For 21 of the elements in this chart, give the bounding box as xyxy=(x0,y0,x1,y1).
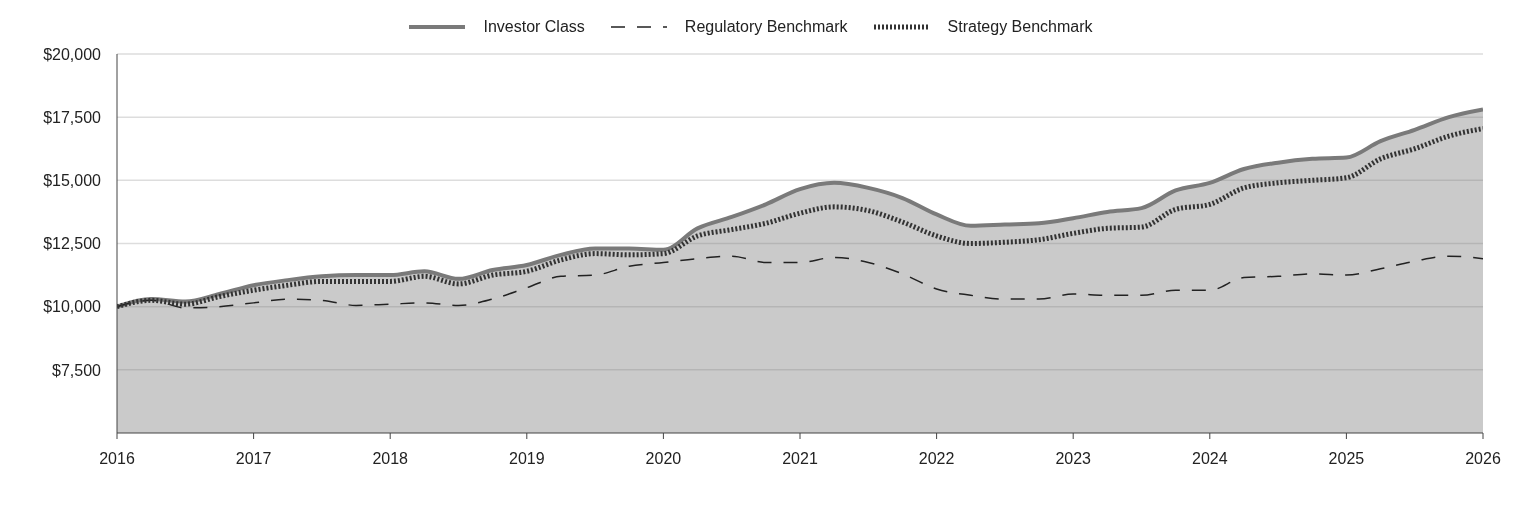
y-tick-label: $15,000 xyxy=(43,172,102,190)
legend-label: Regulatory Benchmark xyxy=(684,18,848,36)
legend-label: Strategy Benchmark xyxy=(947,18,1093,36)
x-tick-label: 2020 xyxy=(645,450,682,468)
x-tick-label: 2026 xyxy=(1465,450,1501,468)
y-tick-label: $7,500 xyxy=(52,361,102,379)
x-tick-label: 2025 xyxy=(1328,450,1365,468)
line-series xyxy=(117,255,1483,309)
x-tick-label: 2018 xyxy=(372,450,409,468)
y-tick-label: $20,000 xyxy=(43,45,102,63)
x-tick-label: 2022 xyxy=(918,450,955,468)
x-tick-label: 2019 xyxy=(509,450,545,468)
legend-label: Investor Class xyxy=(483,18,585,36)
x-tick-label: 2017 xyxy=(235,450,272,468)
x-tick-label: 2024 xyxy=(1192,450,1228,468)
x-tick-label: 2016 xyxy=(99,450,135,468)
y-tick-label: $12,500 xyxy=(43,235,102,253)
y-tick-label: $10,000 xyxy=(43,298,102,316)
x-tick-label: 2023 xyxy=(1055,450,1092,468)
x-tick-label: 2021 xyxy=(782,450,818,468)
y-tick-label: $17,500 xyxy=(43,108,102,126)
